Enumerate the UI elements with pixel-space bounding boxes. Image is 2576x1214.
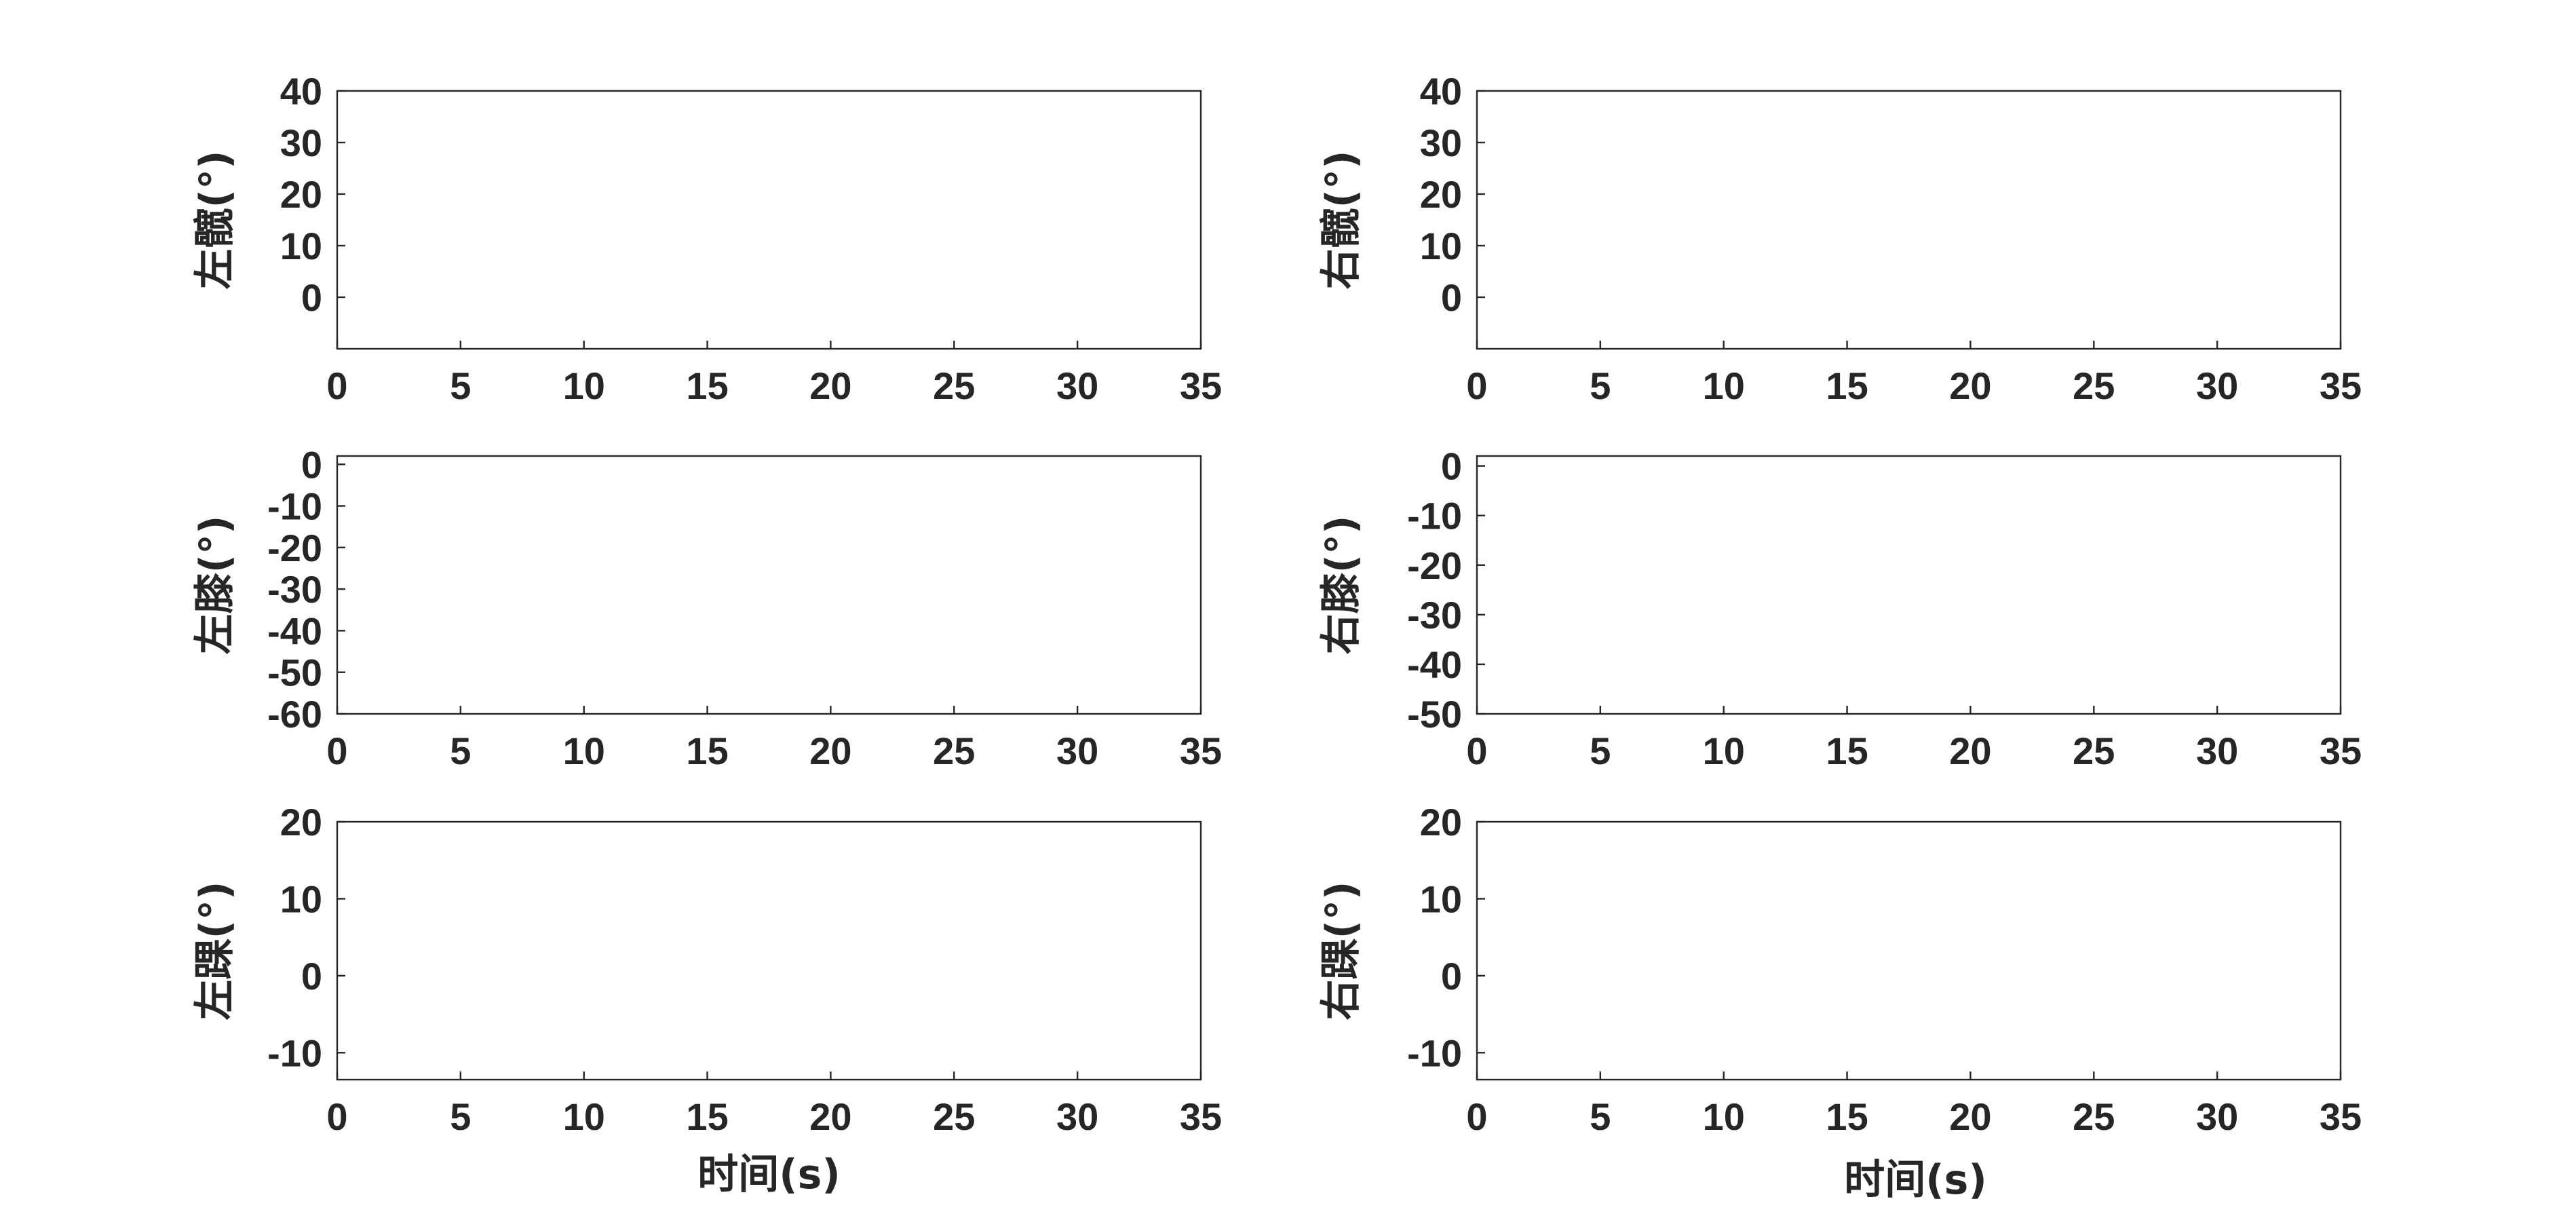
y-tick-label: -10 [267,485,322,528]
y-tick-label: 40 [280,70,322,113]
x-tick-label: 35 [2320,1095,2362,1138]
x-tick-label: 15 [686,729,728,772]
x-tick-label: 20 [809,364,851,407]
x-tick-label: 15 [686,364,728,407]
y-tick-label: 30 [280,121,322,164]
x-tick-label: 35 [2320,729,2362,772]
x-tick-label: 35 [1180,1095,1222,1138]
y-tick-label: -30 [1407,594,1462,637]
y-axis-label: 右膝(°) [1318,516,1365,655]
y-tick-label: -40 [267,609,322,652]
y-tick-label: 10 [1420,225,1462,267]
y-tick-label: -10 [267,1031,322,1074]
y-tick-label: 0 [1441,955,1462,998]
x-tick-label: 25 [2073,364,2115,407]
axes-frame [1477,822,2341,1080]
y-tick-label: 0 [301,276,322,319]
x-tick-label: 35 [2320,364,2362,407]
y-tick-label: -50 [267,651,322,694]
axes-frame [1477,456,2341,714]
x-tick-label: 25 [933,364,975,407]
x-tick-label: 30 [2196,729,2238,772]
y-tick-label: 20 [280,801,322,843]
x-tick-label: 0 [1466,729,1487,772]
x-tick-label: 0 [326,729,347,772]
y-tick-label: -20 [1407,544,1462,587]
x-tick-label: 10 [1703,364,1745,407]
y-axis-label: 左踝(°) [191,881,239,1021]
x-tick-label: 35 [1180,729,1222,772]
x-axis-label: 时间(s) [1844,1156,1987,1204]
x-tick-label: 20 [809,729,851,772]
y-tick-label: 20 [1420,173,1462,216]
y-axis-label: 左髋(°) [191,151,239,290]
axes-frame [337,91,1201,349]
x-tick-label: 5 [450,729,471,772]
x-tick-label: 25 [2073,1095,2115,1138]
x-tick-label: 5 [1590,729,1611,772]
x-tick-label: 0 [1466,1095,1487,1138]
x-tick-label: 5 [1590,1095,1611,1138]
x-tick-label: 30 [2196,1095,2238,1138]
x-tick-label: 35 [1180,364,1222,407]
x-tick-label: 0 [1466,364,1487,407]
x-tick-label: 10 [1703,1095,1745,1138]
y-tick-label: 10 [1420,877,1462,920]
y-tick-label: 10 [280,877,322,920]
y-tick-label: 20 [280,173,322,216]
y-tick-label: 40 [1420,70,1462,113]
x-tick-label: 0 [326,364,347,407]
x-tick-label: 15 [686,1095,728,1138]
x-tick-label: 5 [450,1095,471,1138]
y-tick-label: -10 [1407,1031,1462,1074]
axes-frame [337,822,1201,1080]
y-tick-label: 0 [1441,276,1462,319]
x-tick-label: 10 [563,729,605,772]
x-tick-label: 10 [563,1095,605,1138]
x-tick-label: 5 [1590,364,1611,407]
y-tick-label: 0 [301,955,322,998]
x-tick-label: 30 [1056,1095,1098,1138]
x-tick-label: 15 [1826,364,1868,407]
y-tick-label: 0 [301,443,322,486]
y-tick-label: 30 [1420,121,1462,164]
x-tick-label: 15 [1826,729,1868,772]
y-tick-label: -60 [267,693,322,736]
x-tick-label: 20 [1949,1095,1991,1138]
y-tick-label: 10 [280,225,322,267]
y-axis-label: 右髋(°) [1318,151,1365,290]
x-tick-label: 30 [2196,364,2238,407]
x-tick-label: 5 [450,364,471,407]
x-axis-label: 时间(s) [697,1151,841,1198]
y-tick-label: -20 [267,527,322,569]
x-tick-label: 30 [1056,729,1098,772]
x-tick-label: 10 [563,364,605,407]
y-tick-label: -30 [267,568,322,611]
x-tick-label: 25 [2073,729,2115,772]
axes-frame [337,456,1201,714]
x-tick-label: 0 [326,1095,347,1138]
x-tick-label: 25 [933,729,975,772]
x-tick-label: 20 [809,1095,851,1138]
y-tick-label: -50 [1407,693,1462,736]
x-tick-label: 15 [1826,1095,1868,1138]
x-tick-label: 25 [933,1095,975,1138]
y-axis-label: 右踝(°) [1318,881,1365,1021]
y-tick-label: -40 [1407,643,1462,686]
axes-frame [1477,91,2341,349]
y-axis-label: 左膝(°) [191,516,239,655]
x-tick-label: 10 [1703,729,1745,772]
x-tick-label: 30 [1056,364,1098,407]
y-tick-label: 20 [1420,801,1462,843]
x-tick-label: 20 [1949,729,1991,772]
y-tick-label: -10 [1407,495,1462,537]
x-tick-label: 20 [1949,364,1991,407]
y-tick-label: 0 [1441,445,1462,488]
